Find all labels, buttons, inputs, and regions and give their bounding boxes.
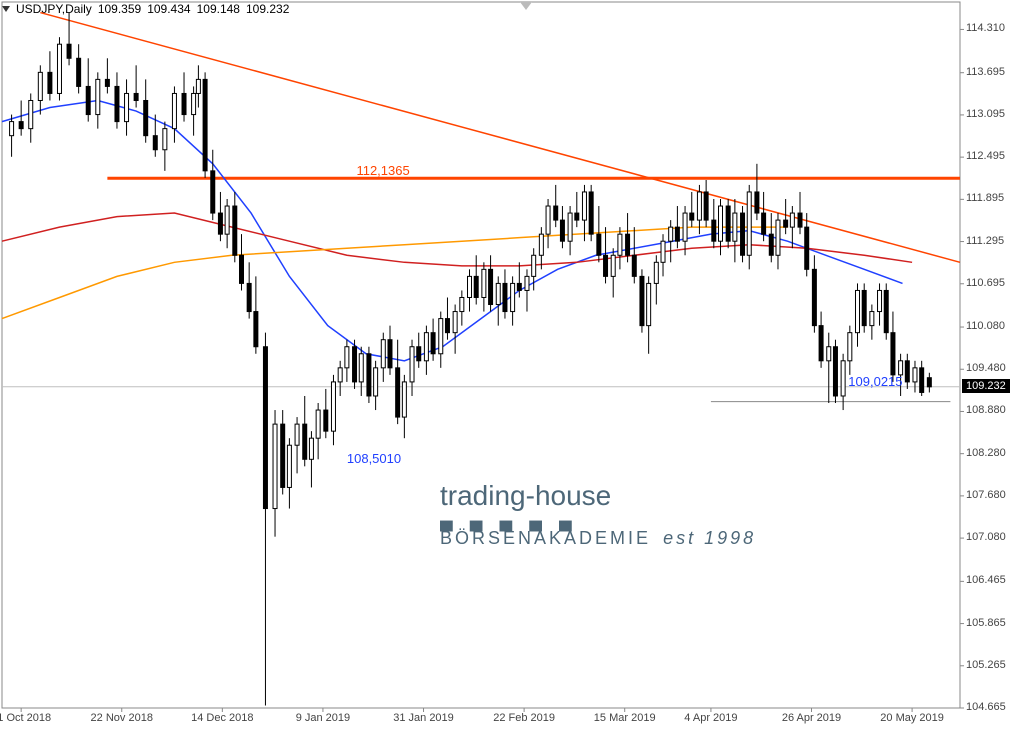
y-tick-label: 109.480 [966, 362, 1006, 374]
x-tick-label: 31 Jan 2019 [393, 712, 454, 724]
y-tick-label: 110.080 [966, 320, 1005, 332]
y-tick-label: 110.695 [966, 277, 1005, 289]
y-tick-label: 113.095 [966, 108, 1005, 120]
watermark-dashes: ▄ ▄ ▄ ▄ ▄ [440, 516, 756, 524]
y-tick-label: 111.295 [966, 235, 1004, 247]
x-tick-label: 26 Apr 2019 [782, 712, 841, 724]
watermark-line2a: BÖRSENAKADEMIE [440, 528, 651, 548]
x-tick-label: 22 Feb 2019 [493, 712, 555, 724]
y-tick-label: 108.280 [966, 447, 1006, 459]
y-tick-label: 112.495 [966, 150, 1005, 162]
x-tick-label: 31 Oct 2018 [0, 712, 51, 724]
x-tick-label: 20 May 2019 [880, 712, 944, 724]
x-tick-label: 9 Jan 2019 [296, 712, 350, 724]
x-tick-label: 22 Nov 2018 [91, 712, 153, 724]
watermark-line1: trading-house [440, 480, 756, 512]
y-tick-label: 107.080 [966, 531, 1006, 543]
y-tick-label: 107.680 [966, 489, 1006, 501]
annotation-label: 109,0215 [848, 374, 902, 389]
top-marker-icon [520, 2, 532, 10]
y-tick-label: 105.865 [966, 617, 1006, 629]
annotation-label: 112,1365 [356, 163, 409, 178]
y-tick-label: 105.265 [966, 659, 1006, 671]
watermark-line2b: est 1998 [663, 528, 756, 548]
annotation-label: 108,5010 [347, 451, 401, 466]
y-tick-label: 111.895 [966, 192, 1004, 204]
y-tick-label: 106.465 [966, 574, 1006, 586]
y-tick-label: 104.665 [966, 701, 1006, 713]
current-price-tag: 109.232 [962, 379, 1010, 393]
watermark-line2: BÖRSENAKADEMIE est 1998 [440, 528, 756, 549]
x-tick-label: 4 Apr 2019 [684, 712, 737, 724]
watermark-logo: trading-house ▄ ▄ ▄ ▄ ▄ BÖRSENAKADEMIE e… [440, 480, 756, 549]
chart-svg [0, 0, 1024, 730]
y-tick-label: 108.880 [966, 404, 1006, 416]
chart-container: USDJPY,Daily 109.359 109.434 109.148 109… [0, 0, 1024, 730]
x-tick-label: 15 Mar 2019 [594, 712, 656, 724]
y-tick-label: 113.695 [966, 66, 1005, 78]
x-tick-label: 14 Dec 2018 [191, 712, 253, 724]
y-tick-label: 114.310 [966, 22, 1005, 34]
